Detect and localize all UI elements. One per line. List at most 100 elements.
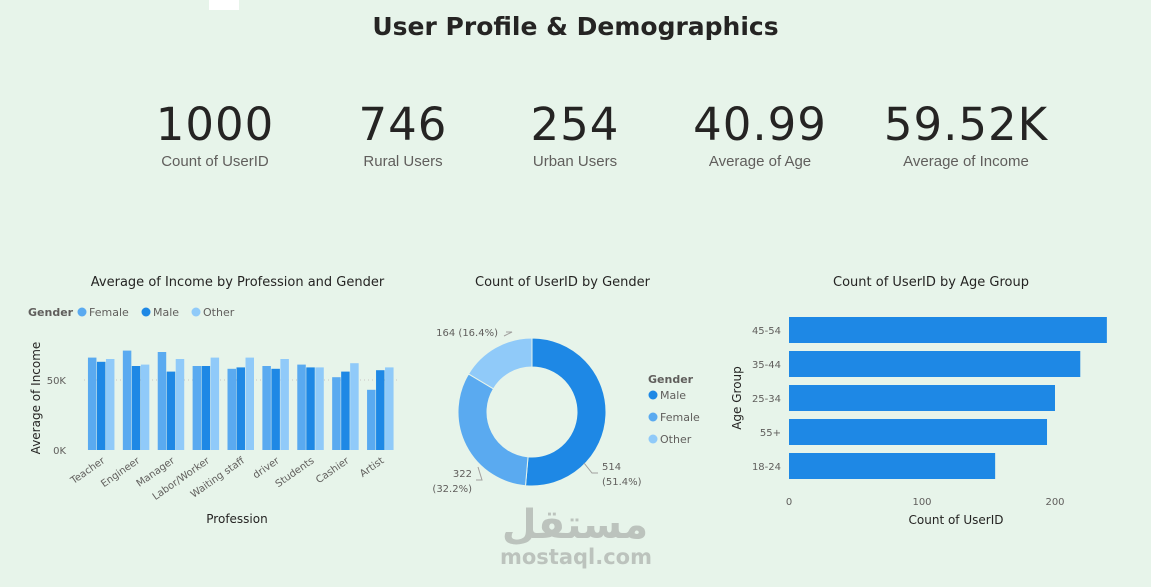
data-label: 164 (16.4%): [436, 328, 498, 339]
bar: [262, 366, 271, 450]
bar: [280, 359, 289, 450]
legend-marker: [648, 434, 658, 444]
bar: [789, 453, 996, 479]
y-tick-label: 45-54: [752, 326, 781, 337]
x-axis-title: Profession: [206, 512, 267, 526]
y-axis-title: Average of Income: [29, 342, 43, 455]
x-tick-label: 100: [912, 497, 931, 508]
x-tick-label: Engineer: [99, 455, 143, 490]
data-label: 514: [602, 462, 621, 473]
kpi-label: Urban Users: [532, 153, 618, 170]
x-tick-label: 200: [1045, 497, 1064, 508]
bar: [306, 367, 315, 450]
x-tick-label: Artist: [358, 455, 386, 479]
x-tick-label: 0: [786, 497, 792, 508]
leader-line: [583, 462, 598, 474]
data-label: 322: [453, 469, 472, 480]
bar: [105, 359, 115, 450]
bar: [140, 364, 150, 450]
bar: [376, 370, 385, 450]
data-label: (51.4%): [602, 477, 642, 488]
kpi-rural-users: 746 Rural Users: [303, 98, 503, 170]
legend-label: Other: [203, 306, 235, 319]
leader-line: [503, 331, 513, 337]
income-by-profession-chart: Gender Female Male Other 50K 0K Average of Inc…: [28, 306, 398, 526]
watermark-logo: مستقل mostaql.com: [500, 502, 652, 569]
kpi-urban-users: 254 Urban Users: [475, 98, 675, 170]
bar: [367, 389, 376, 450]
income-chart-title: Average of Income by Profession and Gend…: [90, 275, 385, 290]
legend-label: Female: [660, 411, 700, 424]
legend-label: Female: [89, 306, 129, 319]
kpi-average-age: 40.99 Average of Age: [660, 98, 860, 170]
kpi-value: 254: [530, 98, 620, 151]
bar: [192, 366, 202, 450]
kpi-value: 59.52K: [883, 98, 1049, 151]
legend-marker: [141, 307, 151, 317]
bar: [332, 377, 341, 450]
legend-label: Other: [660, 433, 692, 446]
y-axis-title: Age Group: [730, 366, 744, 430]
kpi-value: 40.99: [693, 98, 827, 151]
legend-marker: [191, 307, 201, 317]
bar: [201, 366, 211, 450]
bar: [315, 367, 324, 450]
corner-marker: [209, 0, 239, 10]
bar: [210, 357, 220, 450]
legend-title: Gender: [28, 306, 74, 319]
page-title: User Profile & Demographics: [372, 12, 779, 41]
bar: [122, 350, 132, 450]
bar: [271, 368, 280, 450]
legend-label: Male: [660, 389, 686, 402]
kpi-label: Rural Users: [363, 153, 443, 170]
y-tick-label: 0K: [53, 446, 66, 457]
kpi-count-userid: 1000 Count of UserID: [115, 98, 315, 170]
y-tick-label: 18-24: [752, 462, 781, 473]
bar: [157, 352, 167, 450]
bar: [227, 368, 236, 450]
bar: [236, 367, 245, 450]
y-tick-label: 35-44: [752, 360, 781, 371]
legend-marker: [648, 390, 658, 400]
kpi-value: 1000: [155, 98, 275, 151]
kpi-label: Average of Age: [708, 153, 812, 170]
bar: [789, 385, 1055, 411]
x-axis-title: Count of UserID: [909, 513, 1004, 527]
legend-title: Gender: [648, 373, 694, 386]
y-tick-label: 55+: [760, 428, 781, 439]
y-tick-label: 25-34: [752, 394, 781, 405]
bar: [96, 361, 106, 450]
bar: [789, 317, 1107, 343]
watermark-latin: mostaql.com: [500, 545, 652, 569]
kpi-label: Count of UserID: [161, 153, 269, 170]
bar: [87, 357, 97, 450]
watermark-arabic: مستقل: [501, 502, 649, 548]
gender-chart-title: Count of UserID by Gender: [475, 275, 650, 290]
bar: [789, 419, 1048, 445]
legend-marker: [77, 307, 87, 317]
legend-marker: [648, 412, 658, 422]
bar: [385, 367, 394, 450]
donut-slice: [467, 337, 533, 390]
y-tick-label: 50K: [47, 376, 67, 387]
bar: [789, 351, 1081, 377]
bar: [350, 363, 359, 450]
age-group-chart: 45-54 35-44 25-34 55+ 18-24 0 100 200 Count of U…: [730, 317, 1107, 527]
kpi-average-income: 59.52K Average of Income: [866, 98, 1066, 170]
donut-slice: [524, 337, 607, 487]
bar: [341, 371, 350, 450]
x-tick-label: Cashier: [314, 455, 352, 486]
data-label: (32.2%): [432, 484, 472, 495]
legend-label: Male: [153, 306, 179, 319]
bar: [131, 366, 141, 450]
age-chart-title: Count of UserID by Age Group: [833, 275, 1029, 290]
x-tick-label: Students: [274, 455, 317, 490]
bar: [245, 357, 254, 450]
bar: [166, 371, 176, 450]
gender-donut-chart: 514 (51.4%) 322 (32.2%) 164 (16.4%) Gender Mal…: [432, 328, 700, 495]
kpi-value: 746: [358, 98, 448, 151]
kpi-label: Average of Income: [903, 153, 1029, 170]
bar: [175, 359, 185, 450]
leader-line: [476, 466, 483, 481]
bar: [297, 364, 306, 450]
